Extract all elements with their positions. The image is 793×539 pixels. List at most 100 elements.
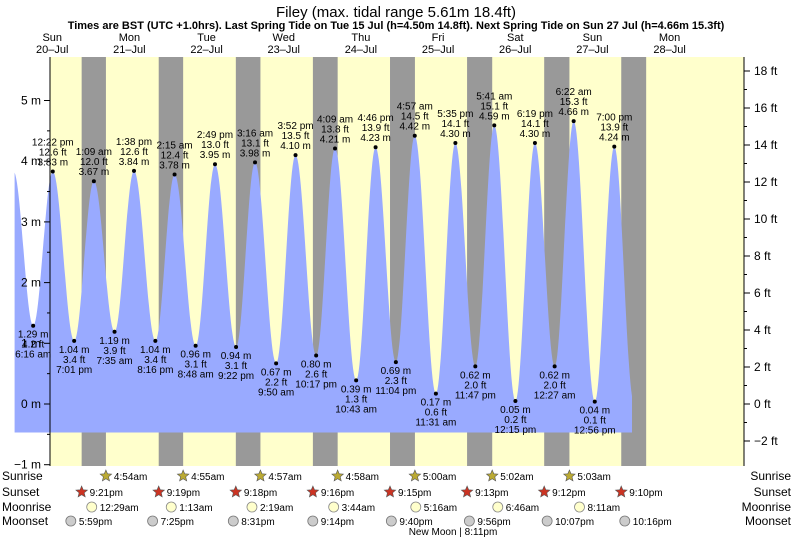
- tide-time: 12:15 pm: [495, 425, 537, 436]
- tide-metres: 1.04 m: [140, 345, 171, 356]
- sunrise-time: 4:54am: [114, 472, 147, 483]
- tide-feet: 13.9 ft: [362, 123, 390, 134]
- moonset-icon: [385, 515, 397, 527]
- tide-metres: 0.96 m: [180, 350, 211, 361]
- tide-time: 2:15 am: [157, 141, 193, 152]
- sunset-time: 9:10pm: [629, 488, 662, 499]
- y-tick-label-ft: 18 ft: [754, 64, 778, 78]
- y-tick-label-m: 5 m: [21, 94, 41, 108]
- tide-point: [91, 179, 96, 184]
- tide-time: 6:16 am: [15, 350, 51, 361]
- tide-metres: 4.59 m: [479, 111, 510, 122]
- sunset-time: 9:13pm: [475, 488, 508, 499]
- tide-metres: 0.04 m: [579, 406, 610, 417]
- moonrise-icon: [86, 501, 98, 513]
- tide-point: [172, 172, 177, 177]
- y-tick-label-ft: 8 ft: [754, 249, 771, 263]
- tide-feet: 3.4 ft: [144, 355, 166, 366]
- tide-metres: 0.69 m: [381, 366, 412, 377]
- tide-point: [393, 360, 398, 365]
- tide-point: [412, 133, 417, 138]
- tide-time: 7:01 pm: [56, 365, 92, 376]
- day-date: 25–Jul: [422, 44, 454, 56]
- tide-point: [453, 140, 458, 145]
- day-name: Mon: [119, 32, 140, 44]
- tide-feet: 4.2 ft: [22, 340, 44, 351]
- sunrise-icon: [408, 469, 422, 482]
- sunset-icon: [614, 485, 628, 498]
- y-tick-label-m: 4 m: [21, 154, 41, 168]
- sunset-icon: [152, 485, 166, 498]
- tide-point: [473, 364, 478, 369]
- tide-time: 3:52 pm: [277, 121, 313, 132]
- row-label-moonset-right: Moonset: [745, 514, 792, 528]
- tide-metres: 1.29 m: [18, 330, 49, 341]
- sunset-icon: [537, 485, 551, 498]
- sunset-icon: [460, 485, 474, 498]
- tide-metres: 0.94 m: [221, 351, 252, 362]
- tide-metres: 0.17 m: [421, 398, 452, 409]
- tide-metres: 4.42 m: [399, 122, 430, 133]
- sunset-time: 9:15pm: [398, 488, 431, 499]
- tide-metres: 3.78 m: [159, 161, 190, 172]
- tide-feet: 0.1 ft: [584, 416, 606, 427]
- y-tick-label-m: −1 m: [14, 458, 41, 472]
- day-date: 21–Jul: [113, 44, 145, 56]
- tide-point: [612, 144, 617, 149]
- moonset-icon: [307, 515, 319, 527]
- tide-time: 10:17 pm: [295, 379, 337, 390]
- tide-point: [433, 391, 438, 396]
- tide-time: 10:43 am: [335, 404, 377, 415]
- tide-point: [274, 361, 279, 366]
- y-tick-label-ft: 6 ft: [754, 286, 771, 300]
- chart-title: Filey (max. tidal range 5.61m 18.4ft): [276, 4, 516, 21]
- tide-point: [50, 169, 55, 174]
- y-tick-label-ft: 0 ft: [754, 397, 771, 411]
- moonset-icon: [227, 515, 239, 527]
- tide-metres: 4.66 m: [558, 107, 589, 118]
- tide-time: 7:00 pm: [596, 113, 632, 124]
- tide-feet: 14.5 ft: [401, 112, 429, 123]
- tide-point: [293, 153, 298, 158]
- tide-time: 8:48 am: [178, 370, 214, 381]
- tide-feet: 3.1 ft: [225, 361, 247, 372]
- tide-metres: 4.21 m: [320, 134, 351, 145]
- day-name: Wed: [273, 32, 295, 44]
- tide-time: 11:31 am: [415, 418, 456, 429]
- y-tick-label-ft: 4 ft: [754, 323, 771, 337]
- moonrise-time: 1:13am: [179, 503, 212, 514]
- tide-time: 6:22 am: [556, 87, 592, 98]
- moonrise-time: 12:29am: [100, 503, 139, 514]
- sunrise-time: 4:55am: [191, 472, 224, 483]
- tide-time: 12:22 pm: [32, 138, 74, 149]
- tide-feet: 3.4 ft: [63, 355, 85, 366]
- tide-feet: 13.1 ft: [241, 138, 269, 149]
- moonrise-icon: [246, 501, 258, 513]
- y-tick-label-ft: 10 ft: [754, 212, 778, 226]
- tide-metres: 3.84 m: [119, 157, 150, 168]
- tide-time: 1:38 pm: [116, 137, 152, 148]
- tide-point: [552, 364, 557, 369]
- y-tick-label-m: 2 m: [21, 276, 41, 290]
- tide-feet: 15.1 ft: [480, 101, 508, 112]
- tide-time: 9:50 am: [258, 387, 294, 398]
- row-label-sunrise: Sunrise: [2, 469, 43, 483]
- tide-time: 8:16 pm: [137, 365, 173, 376]
- tide-time: 11:04 pm: [375, 386, 416, 397]
- y-tick-label-ft: 16 ft: [754, 101, 778, 115]
- tide-point: [234, 344, 239, 349]
- tide-point: [153, 338, 158, 343]
- tide-metres: 0.80 m: [301, 359, 332, 370]
- tide-point: [373, 145, 378, 150]
- moonrise-time: 2:19am: [260, 503, 293, 514]
- tide-feet: 12.6 ft: [120, 147, 148, 158]
- sunset-icon: [75, 485, 89, 498]
- moonrise-icon: [574, 501, 585, 513]
- day-date: 23–Jul: [268, 44, 300, 56]
- tide-point: [253, 160, 258, 165]
- tide-feet: 12.6 ft: [39, 148, 67, 159]
- moonrise-time: 8:11am: [588, 503, 621, 514]
- tide-time: 4:46 pm: [358, 113, 394, 124]
- moonset-time: 5:59pm: [79, 517, 112, 528]
- tide-metres: 0.05 m: [500, 405, 531, 416]
